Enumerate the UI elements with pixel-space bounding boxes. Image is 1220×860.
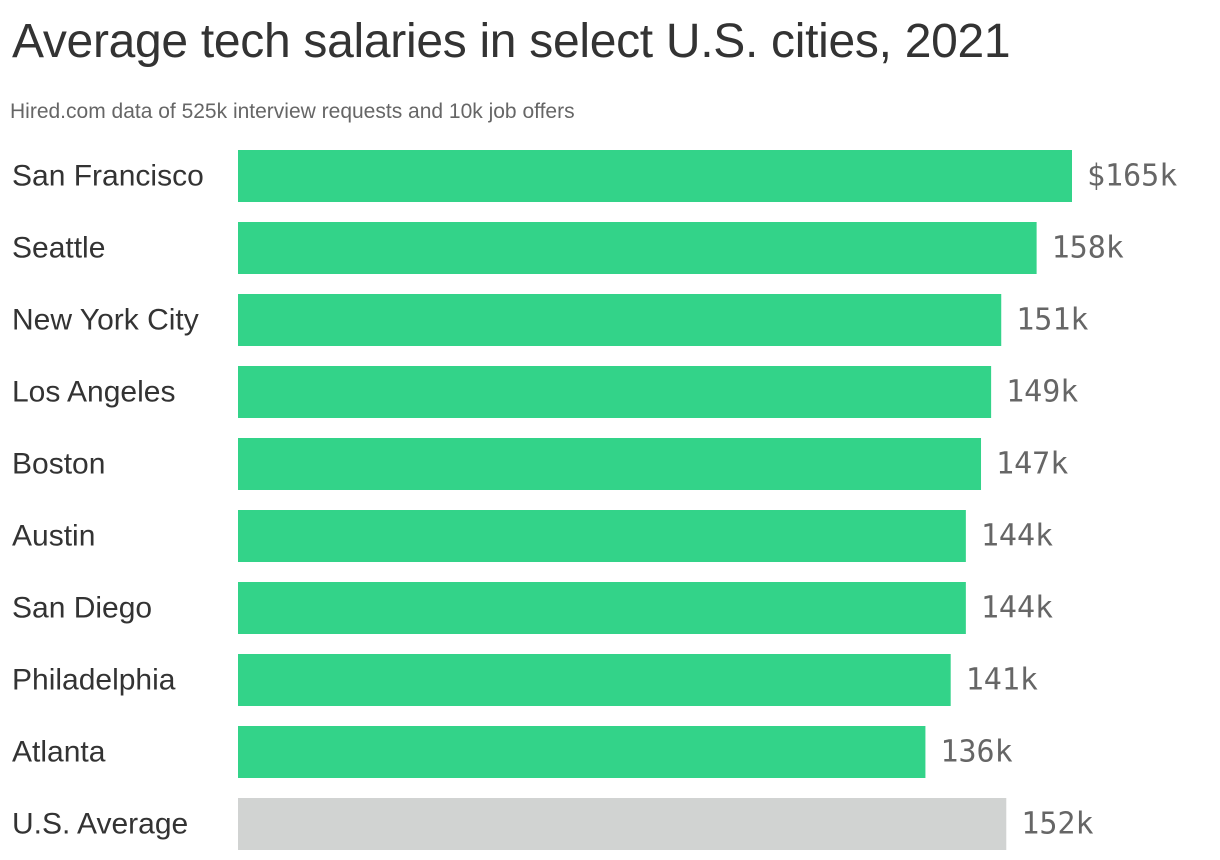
value-label-u-s-average: 152k	[1021, 807, 1093, 842]
bar-new-york-city	[238, 294, 1002, 346]
bar-san-francisco	[238, 150, 1072, 202]
value-label-san-diego: 144k	[981, 591, 1053, 626]
chart-title: Average tech salaries in select U.S. cit…	[12, 15, 1011, 68]
category-label-los-angeles: Los Angeles	[12, 376, 175, 409]
category-label-austin: Austin	[12, 520, 95, 553]
value-label-philadelphia: 141k	[966, 663, 1038, 698]
bar-boston	[238, 438, 982, 490]
value-label-boston: 147k	[996, 447, 1068, 482]
value-label-new-york-city: 151k	[1016, 303, 1088, 338]
bar-austin	[238, 510, 966, 562]
value-label-san-francisco: $165k	[1087, 159, 1177, 194]
category-label-new-york-city: New York City	[12, 304, 199, 337]
bar-philadelphia	[238, 654, 951, 706]
category-label-atlanta: Atlanta	[12, 736, 106, 769]
category-label-seattle: Seattle	[12, 232, 105, 265]
bar-atlanta	[238, 726, 926, 778]
value-label-seattle: 158k	[1052, 231, 1124, 266]
bar-san-diego	[238, 582, 966, 634]
category-label-san-diego: San Diego	[12, 592, 152, 625]
category-label-san-francisco: San Francisco	[12, 160, 204, 193]
value-label-atlanta: 136k	[940, 735, 1012, 770]
bar-los-angeles	[238, 366, 992, 418]
bar-seattle	[238, 222, 1037, 274]
category-label-boston: Boston	[12, 448, 105, 481]
chart-subtitle: Hired.com data of 525k interview request…	[10, 100, 575, 123]
value-label-austin: 144k	[981, 519, 1053, 554]
value-label-los-angeles: 149k	[1006, 375, 1078, 410]
bar-u-s-average	[238, 798, 1007, 850]
category-label-philadelphia: Philadelphia	[12, 664, 176, 697]
category-label-u-s-average: U.S. Average	[12, 808, 188, 841]
